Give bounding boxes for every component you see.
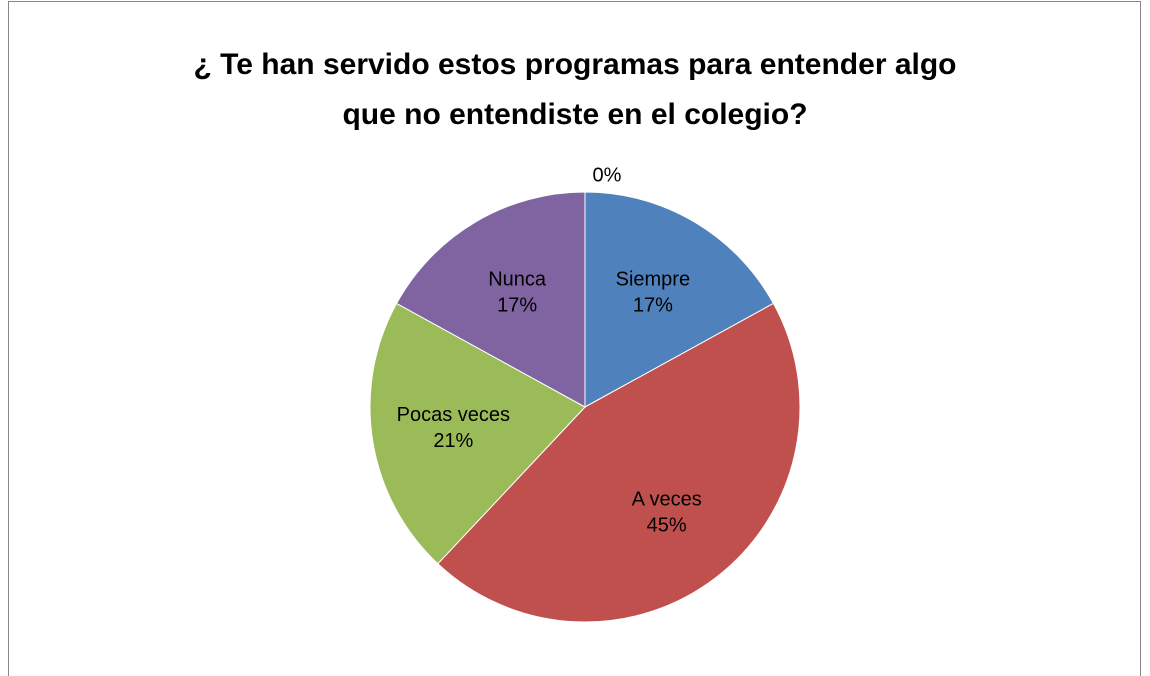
slice-category-label: Siempre — [616, 269, 690, 291]
slice-value-label: 21% — [433, 430, 473, 452]
slice-category-label: Nunca — [488, 269, 547, 291]
pie-slice — [395, 191, 586, 408]
slice-value-label: 0% — [593, 164, 622, 186]
pie-slice — [437, 302, 801, 623]
chart-frame — [8, 1, 1141, 676]
slice-value-label: 17% — [497, 295, 537, 317]
chart-title: ¿ Te han servido estos programas para en… — [193, 48, 957, 131]
pie-slice — [369, 302, 586, 565]
slice-category-label: A veces — [632, 489, 702, 511]
slice-category-label: Pocas veces — [397, 404, 510, 426]
slice-value-label: 45% — [647, 515, 687, 537]
pie-slice — [584, 191, 775, 408]
slice-value-label: 17% — [633, 295, 673, 317]
